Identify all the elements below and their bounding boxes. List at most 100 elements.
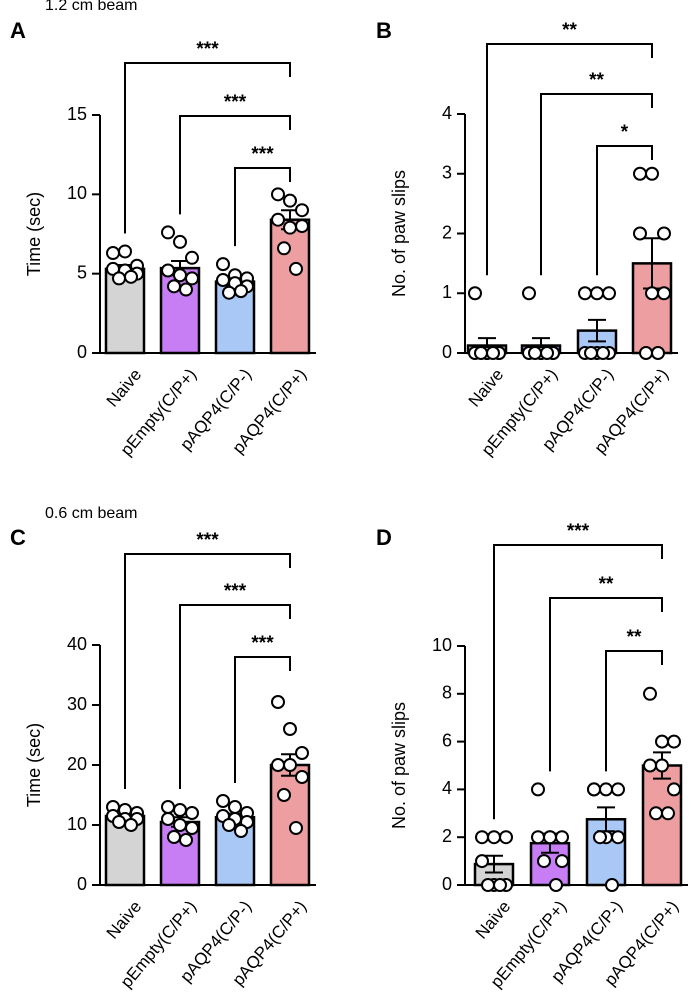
significance-label: *** (251, 144, 274, 165)
y-tick-label: 30 (67, 694, 87, 714)
y-tick-label: 0 (442, 874, 452, 894)
data-point (124, 818, 138, 832)
y-tick-label: 0 (77, 874, 87, 894)
data-point (555, 854, 569, 869)
significance-bracket (179, 115, 291, 215)
data-point (661, 806, 675, 821)
data-point (216, 257, 230, 272)
significance-bracket (179, 604, 291, 789)
significance-bracket (486, 43, 653, 276)
data-point (657, 226, 671, 241)
data-point (295, 770, 309, 784)
significance-label: *** (567, 521, 590, 542)
significance-label: *** (224, 581, 247, 602)
data-point (486, 346, 500, 360)
data-point (216, 273, 230, 288)
data-point (602, 286, 616, 301)
data-point (522, 286, 536, 301)
data-point (481, 878, 495, 892)
data-point (468, 286, 482, 301)
data-point (643, 758, 657, 773)
y-axis-label: No. of paw slips (389, 702, 409, 829)
significance-label: *** (224, 92, 247, 113)
data-point (295, 219, 309, 234)
data-point (655, 734, 669, 749)
data-point (222, 285, 236, 300)
data-point (185, 250, 199, 265)
significance-label: *** (196, 530, 219, 551)
significance-bracket (493, 544, 663, 820)
panel-title: 1.2 cm beam (45, 0, 137, 14)
data-point (587, 782, 601, 797)
data-point (493, 878, 507, 892)
significance-bracket (234, 656, 291, 783)
data-point (277, 788, 291, 802)
significance-bracket (596, 145, 653, 276)
data-point (651, 346, 665, 360)
data-point (487, 830, 501, 845)
data-point (185, 806, 199, 820)
x-tick-label: Naive (103, 897, 145, 943)
data-point (528, 346, 542, 360)
x-tick-label: Naive (103, 365, 145, 411)
data-point (283, 722, 297, 736)
data-point (633, 226, 647, 241)
y-tick-label: 10 (67, 814, 87, 834)
y-tick-label: 8 (442, 683, 452, 703)
significance-bracket (124, 553, 291, 789)
y-tick-label: 20 (67, 754, 87, 774)
data-point (643, 686, 657, 701)
data-point (271, 695, 285, 709)
significance-label: ** (627, 627, 642, 648)
data-point (599, 782, 613, 797)
panel-title: 0.6 cm beam (45, 505, 137, 522)
data-point (657, 286, 671, 301)
data-point (593, 830, 607, 845)
data-point (578, 286, 592, 301)
data-point (655, 758, 669, 773)
data-point (475, 854, 489, 869)
data-point (283, 220, 297, 235)
data-point (216, 794, 230, 808)
data-point (549, 878, 563, 892)
data-point (645, 166, 659, 181)
significance-bracket (234, 167, 291, 247)
data-point (590, 286, 604, 301)
y-tick-label: 4 (442, 103, 452, 123)
error-bar (588, 318, 606, 343)
data-point (667, 782, 681, 797)
significance-label: *** (251, 633, 274, 654)
data-point (289, 821, 303, 835)
panel-letter: A (10, 18, 26, 43)
data-point (611, 830, 625, 845)
significance-label: * (621, 122, 629, 143)
data-point (173, 234, 187, 249)
data-point (167, 830, 181, 844)
significance-bracket (540, 93, 653, 276)
y-tick-label: 10 (432, 635, 452, 655)
data-point (584, 346, 598, 360)
data-point (161, 812, 175, 826)
significance-label: *** (196, 39, 219, 60)
data-point (234, 284, 248, 299)
data-point (222, 818, 236, 832)
y-tick-label: 3 (442, 163, 452, 183)
data-point (474, 346, 488, 360)
data-point (228, 800, 242, 814)
data-point (555, 830, 569, 845)
data-point (185, 821, 199, 835)
significance-bracket (549, 597, 663, 772)
data-point (667, 734, 681, 749)
significance-bracket (605, 650, 663, 772)
data-point (543, 830, 557, 845)
data-point (633, 166, 647, 181)
data-point (118, 244, 132, 259)
data-point (499, 830, 513, 845)
y-tick-label: 2 (442, 222, 452, 242)
y-axis-label: Time (sec) (24, 723, 44, 807)
data-point (611, 782, 625, 797)
data-point (271, 187, 285, 202)
significance-label: ** (599, 574, 614, 595)
data-point (295, 746, 309, 760)
data-point (605, 878, 619, 892)
